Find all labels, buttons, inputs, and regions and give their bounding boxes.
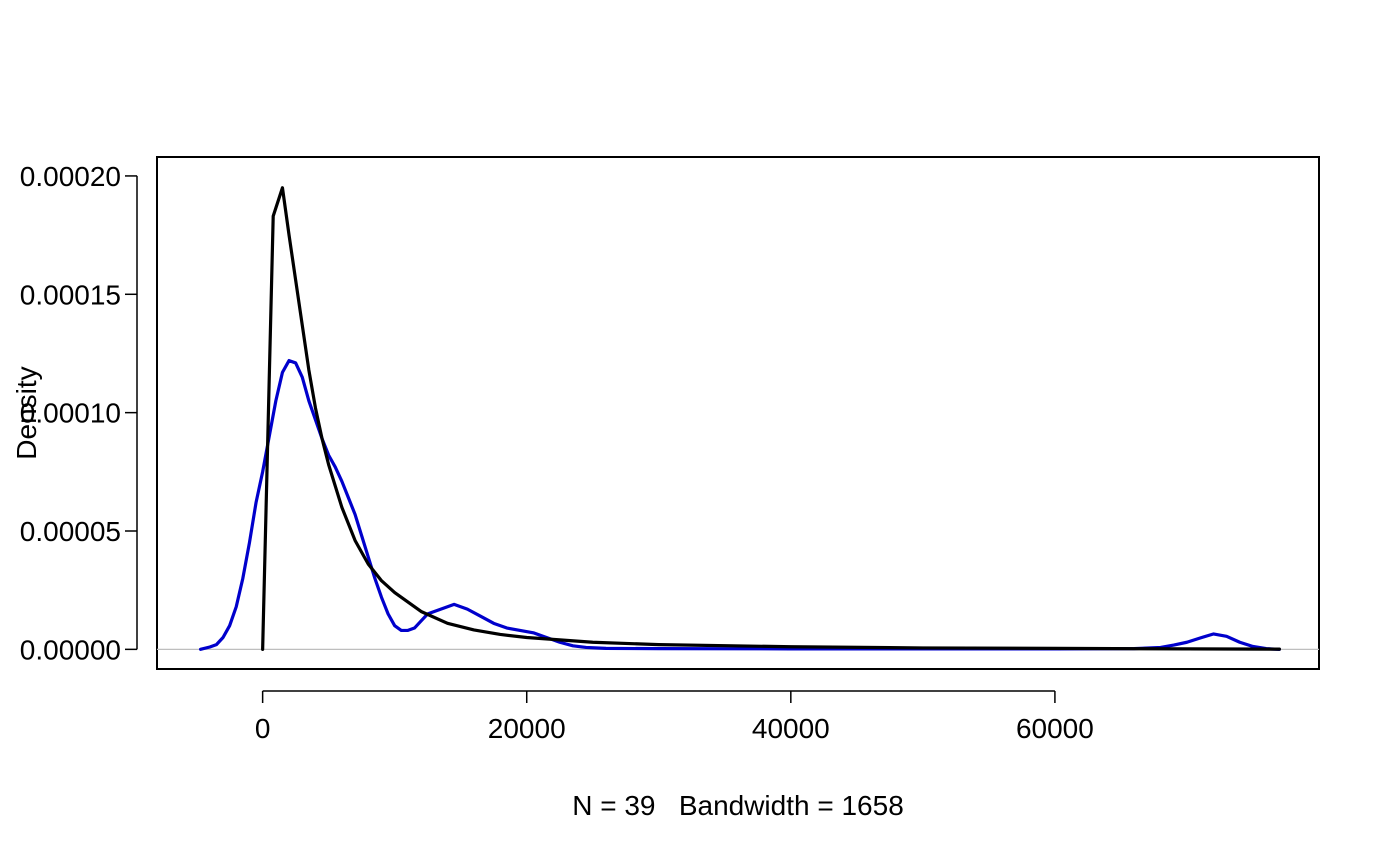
x-tick-label: 20000 bbox=[488, 713, 566, 744]
x-axis-label: N = 39 Bandwidth = 1658 bbox=[572, 790, 904, 821]
x-tick-label: 60000 bbox=[1016, 713, 1094, 744]
y-tick-label: 0.00010 bbox=[20, 398, 121, 429]
y-tick-label: 0.00015 bbox=[20, 279, 121, 310]
series-layer bbox=[198, 186, 1281, 651]
x-tick-label: 0 bbox=[255, 713, 271, 744]
x-tick-label: 40000 bbox=[752, 713, 830, 744]
y-axis: 0.00000 0.00005 0.00010 0.00015 0.00020 bbox=[20, 161, 138, 665]
x-axis: 0 20000 40000 60000 bbox=[255, 690, 1094, 744]
y-tick-label: 0.00020 bbox=[20, 161, 121, 192]
kernel-density-curve bbox=[198, 358, 1281, 651]
fitted-density-curve bbox=[261, 186, 1281, 651]
y-tick-label: 0.00005 bbox=[20, 516, 121, 547]
y-tick-label: 0.00000 bbox=[20, 634, 121, 665]
plot-frame bbox=[156, 156, 1320, 670]
y-axis-label: Density bbox=[11, 366, 42, 459]
